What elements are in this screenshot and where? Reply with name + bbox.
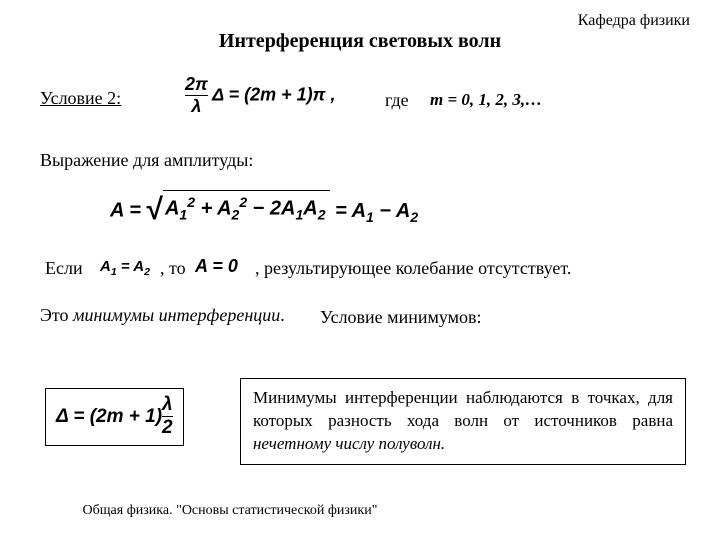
amplitude-equation: A = √A12 + A22 − 2A1A2 = A1 − A2 (110, 190, 418, 225)
minima-prefix: Это (40, 305, 73, 325)
condition-equation: 2π λ Δ = (2m + 1)π , (185, 75, 335, 117)
fraction-lambda-2: λ 2 (162, 395, 173, 439)
dept-label: Кафедра физики (578, 12, 690, 30)
sqrt-wrap: √A12 + A22 − 2A1A2 (147, 190, 330, 223)
a1-eq-a2: A1 = A2 (100, 258, 150, 278)
m-values: m = 0, 1, 2, 3,… (430, 90, 542, 110)
then-label: , то (160, 258, 186, 279)
formula-lhs: Δ = (2m + 1) (56, 406, 162, 427)
desc-prefix: Минимумы интерференции наблюдаются в точ… (253, 388, 673, 430)
fraction-2pi-lambda: 2π λ (185, 75, 208, 117)
page-title: Интерференция световых волн (0, 30, 720, 53)
amp-rhs: = A1 − A2 (330, 200, 419, 222)
minima-condition-label: Условие минимумов: (320, 307, 482, 328)
minima-italic: минимумы интерференции (73, 305, 280, 325)
delta-expr: Δ = (2m + 1)π , (212, 85, 335, 105)
frac-num: 2π (185, 75, 208, 95)
result-label: , результирующее колебание отсутствует. (255, 258, 571, 279)
frac-num-lambda: λ (162, 395, 173, 416)
condition-label-text: Условие 2: (40, 88, 121, 108)
footer-text: Общая физика. "Основы статистической физ… (80, 503, 380, 520)
under-sqrt: A12 + A22 − 2A1A2 (163, 190, 330, 223)
amp-lhs: A = (110, 200, 147, 222)
formula-box: Δ = (2m + 1) λ 2 (45, 388, 184, 446)
frac-den: λ (185, 95, 208, 117)
where-label: где (385, 90, 409, 111)
condition-label: Условие 2: (40, 88, 121, 109)
amplitude-label: Выражение для амплитуды: (40, 150, 253, 171)
desc-italic: нечетному числу полуволн. (253, 434, 445, 453)
minima-sentence: Это минимумы интерференции. (40, 305, 285, 326)
if-label: Если (45, 258, 83, 279)
frac-den-2: 2 (162, 416, 173, 439)
description-box: Минимумы интерференции наблюдаются в точ… (240, 378, 686, 465)
a-eq-zero: A = 0 (195, 256, 238, 277)
radical-symbol: √ (147, 195, 163, 225)
minima-suffix: . (280, 305, 285, 325)
